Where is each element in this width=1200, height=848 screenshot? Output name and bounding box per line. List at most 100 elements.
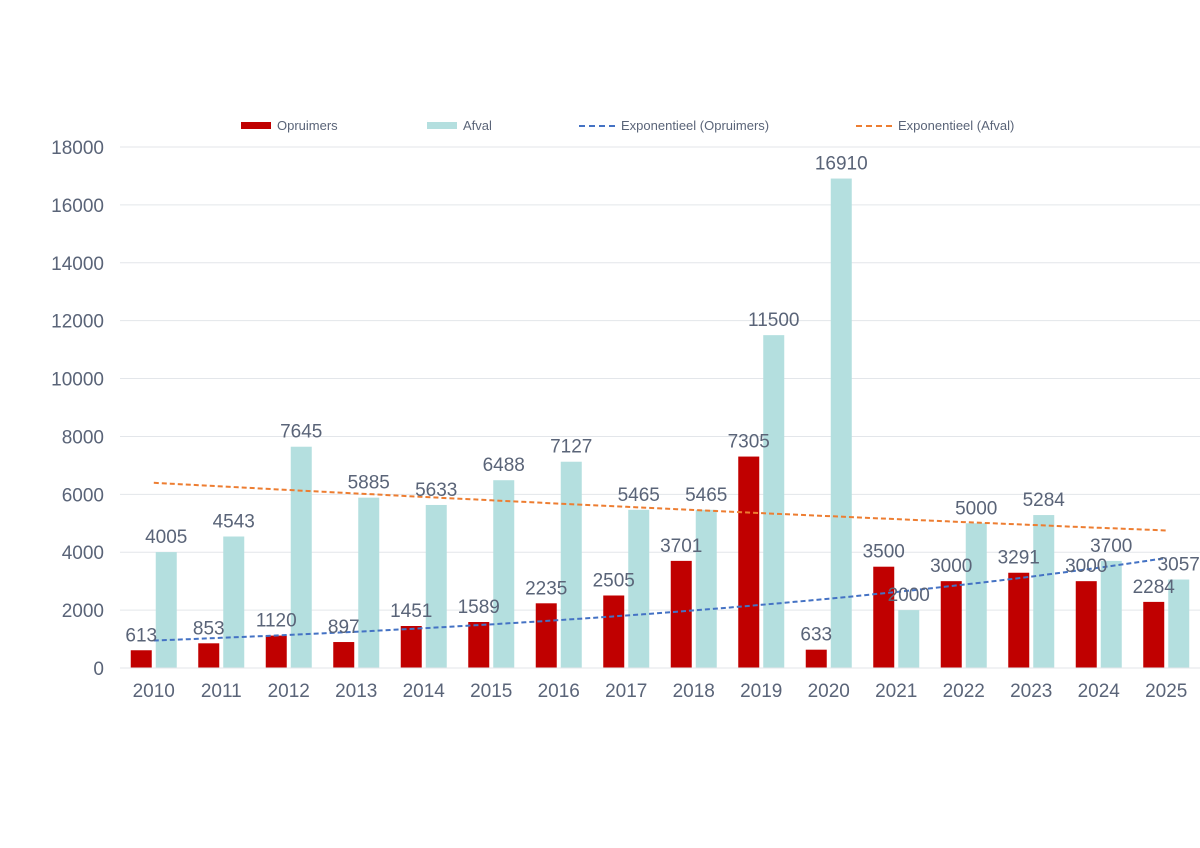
data-label-afval: 3057 bbox=[1158, 555, 1200, 576]
data-label-afval: 5000 bbox=[955, 498, 997, 519]
bar-opruimers bbox=[1075, 581, 1097, 668]
bar-opruimers bbox=[940, 581, 962, 668]
bar-afval bbox=[830, 178, 852, 668]
x-tick-label: 2023 bbox=[1010, 681, 1052, 702]
data-label-opruimers: 633 bbox=[800, 625, 832, 646]
legend-swatch-trend-afval bbox=[856, 124, 892, 127]
bar-afval bbox=[763, 335, 785, 668]
data-label-afval: 4005 bbox=[145, 527, 187, 548]
bar-afval bbox=[1168, 579, 1190, 668]
legend-swatch-opruimers bbox=[241, 122, 271, 129]
x-tick-label: 2022 bbox=[943, 681, 985, 702]
x-tick-label: 2020 bbox=[808, 681, 850, 702]
data-label-opruimers: 2505 bbox=[593, 570, 635, 591]
bar-afval bbox=[898, 610, 920, 668]
data-label-opruimers: 897 bbox=[328, 617, 360, 638]
bar-afval bbox=[155, 552, 177, 668]
data-label-opruimers: 2284 bbox=[1133, 577, 1176, 598]
bar-afval bbox=[425, 504, 447, 668]
y-tick-label: 4000 bbox=[62, 543, 104, 564]
data-label-afval: 4543 bbox=[213, 512, 255, 533]
data-label-afval: 16910 bbox=[815, 154, 868, 175]
y-tick-label: 10000 bbox=[51, 370, 104, 391]
y-tick-label: 12000 bbox=[51, 312, 104, 333]
bar-afval bbox=[290, 446, 312, 668]
bar-afval bbox=[1100, 560, 1122, 668]
y-tick-label: 14000 bbox=[51, 254, 104, 275]
trendline-opruimers bbox=[153, 557, 1167, 642]
bar-opruimers bbox=[873, 566, 895, 668]
data-label-afval: 5465 bbox=[685, 485, 727, 506]
data-label-opruimers: 3500 bbox=[863, 542, 905, 563]
x-tick-label: 2011 bbox=[201, 681, 242, 702]
bars bbox=[130, 178, 1190, 668]
data-labels: 613 4005 853 4543 1120 7645 897 5885 1451 5633 158… bbox=[125, 154, 1199, 647]
bar-opruimers bbox=[130, 650, 152, 668]
bar-opruimers bbox=[265, 635, 287, 668]
x-tick-label: 2018 bbox=[673, 681, 715, 702]
y-tick-label: 6000 bbox=[62, 485, 104, 506]
data-label-afval: 5885 bbox=[348, 473, 390, 494]
x-tick-label: 2010 bbox=[133, 681, 175, 702]
legend-item-afval: Afval bbox=[427, 118, 492, 133]
bar-opruimers bbox=[1143, 601, 1165, 668]
data-label-opruimers: 3291 bbox=[998, 548, 1040, 569]
bar-afval bbox=[695, 509, 717, 668]
x-tick-label: 2019 bbox=[740, 681, 782, 702]
legend-swatch-trend-opruimers bbox=[579, 124, 615, 127]
x-tick-label: 2025 bbox=[1145, 681, 1187, 702]
bar-opruimers bbox=[468, 622, 490, 668]
data-label-opruimers: 7305 bbox=[728, 432, 770, 453]
legend-swatch-afval bbox=[427, 122, 457, 129]
x-tick-label: 2015 bbox=[470, 681, 512, 702]
y-tick-label: 18000 bbox=[51, 138, 104, 159]
trendlines bbox=[153, 481, 1167, 642]
data-label-afval: 5465 bbox=[618, 485, 660, 506]
data-label-opruimers: 1120 bbox=[256, 611, 297, 632]
bar-afval bbox=[223, 536, 245, 668]
data-label-afval: 3700 bbox=[1090, 536, 1132, 557]
bar-afval bbox=[1033, 515, 1055, 668]
y-tick-label: 0 bbox=[93, 659, 104, 680]
data-label-opruimers: 613 bbox=[125, 625, 157, 646]
legend-item-trend-afval: Exponentieel (Afval) bbox=[856, 118, 1014, 133]
bar-opruimers bbox=[670, 560, 692, 668]
data-label-afval: 2000 bbox=[888, 585, 930, 606]
trendline-afval bbox=[153, 481, 1167, 532]
y-tick-label: 8000 bbox=[62, 427, 104, 448]
x-tick-label: 2013 bbox=[335, 681, 377, 702]
bar-opruimers bbox=[333, 642, 355, 668]
data-label-opruimers: 1451 bbox=[390, 601, 432, 622]
data-label-opruimers: 2235 bbox=[525, 578, 567, 599]
bar-afval bbox=[358, 497, 380, 668]
legend-item-opruimers: Opruimers bbox=[241, 118, 338, 133]
data-label-opruimers: 3701 bbox=[660, 536, 702, 557]
legend-label-afval: Afval bbox=[463, 118, 492, 133]
y-tick-label: 16000 bbox=[51, 196, 104, 217]
y-axis: 0 2000 4000 6000 8000 10000 12000 14000 16000 180… bbox=[51, 138, 104, 680]
bar-afval bbox=[493, 480, 515, 668]
bar-opruimers bbox=[738, 456, 760, 668]
data-label-afval: 5284 bbox=[1023, 490, 1066, 511]
x-tick-label: 2021 bbox=[875, 681, 917, 702]
bar-afval bbox=[965, 523, 987, 668]
data-label-opruimers: 3000 bbox=[1065, 556, 1107, 577]
data-label-afval: 7645 bbox=[280, 422, 322, 443]
data-label-opruimers: 853 bbox=[193, 618, 225, 639]
bar-afval bbox=[628, 509, 650, 668]
legend-label-trend-afval: Exponentieel (Afval) bbox=[898, 118, 1015, 133]
legend-item-trend-opruimers: Exponentieel (Opruimers) bbox=[579, 118, 769, 133]
bar-afval bbox=[560, 461, 582, 668]
x-tick-label: 2014 bbox=[403, 681, 446, 702]
legend: Opruimers Afval Exponentieel (Opruimers)… bbox=[0, 118, 1200, 138]
legend-label-opruimers: Opruimers bbox=[277, 118, 338, 133]
x-tick-label: 2017 bbox=[605, 681, 647, 702]
bar-opruimers bbox=[198, 643, 220, 668]
bar-opruimers bbox=[805, 649, 827, 668]
data-label-afval: 6488 bbox=[483, 455, 525, 476]
legend-label-trend-opruimers: Exponentieel (Opruimers) bbox=[621, 118, 770, 133]
bar-opruimers bbox=[535, 603, 557, 668]
x-tick-label: 2016 bbox=[538, 681, 580, 702]
x-tick-label: 2012 bbox=[268, 681, 310, 702]
